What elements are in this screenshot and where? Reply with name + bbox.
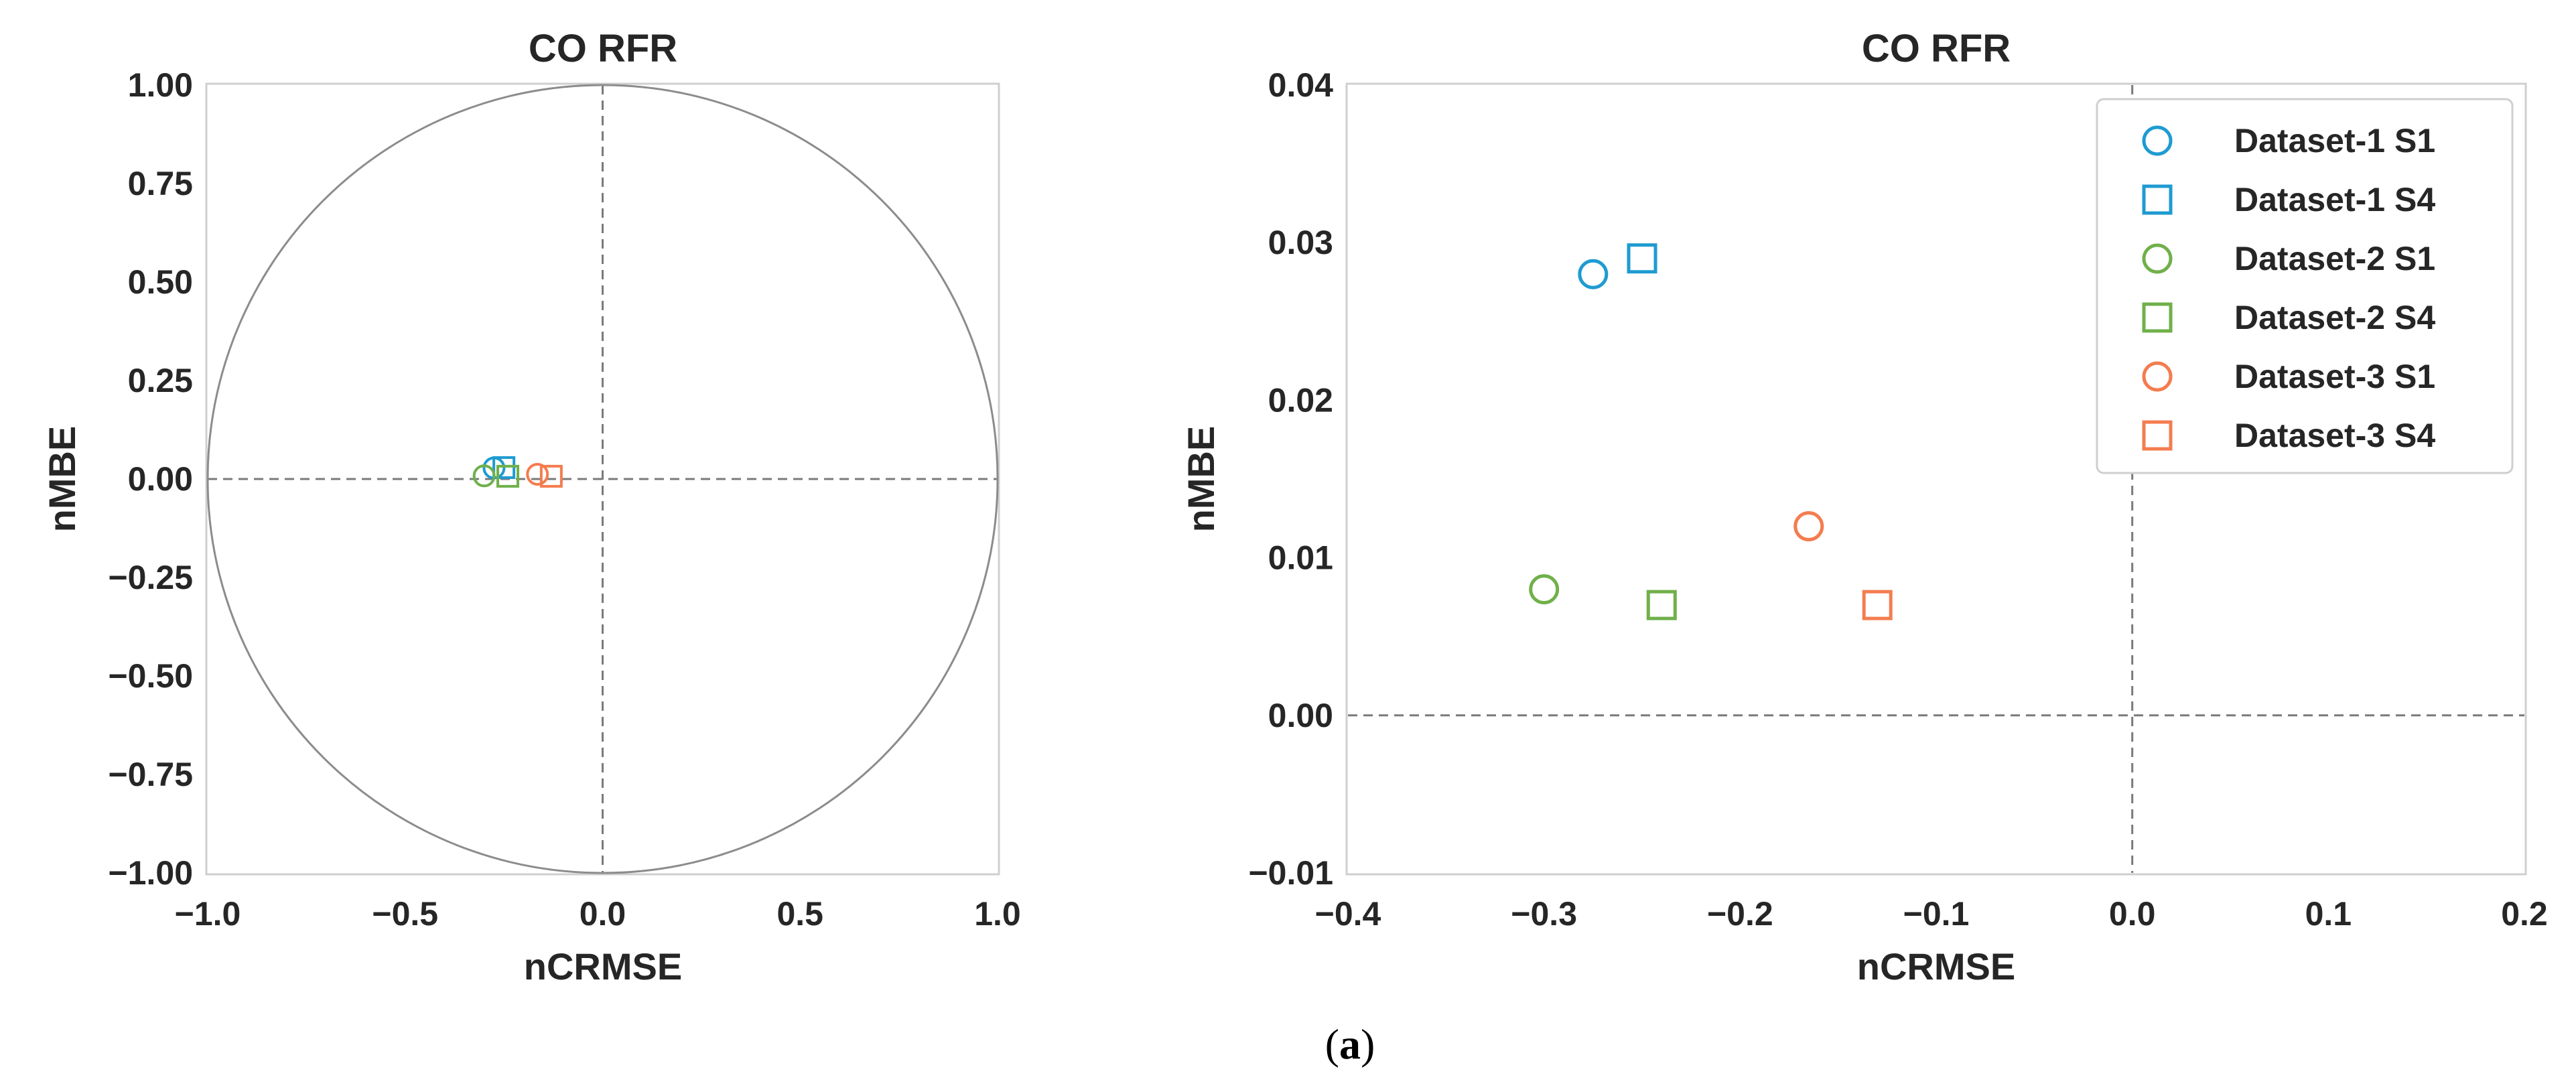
caption-close-paren: ): [1361, 1020, 1375, 1068]
left-x-axis-label: nCRMSE: [524, 945, 682, 988]
right-y-tick-label: 0.01: [1268, 539, 1333, 577]
left-y-tick-label: 0.00: [128, 460, 193, 498]
right-point-dataset-3-s1: [1793, 511, 1824, 542]
right-point-dataset-2-s1: [1529, 574, 1560, 605]
legend-label: Dataset-1 S1: [2234, 122, 2435, 159]
right-x-ticks: −0.4 −0.3 −0.2 −0.1 0.0 0.1 0.2: [1315, 895, 2548, 933]
left-point-dataset-3-s4: [539, 464, 563, 488]
legend-marker-circle: [2142, 125, 2173, 156]
legend-label: Dataset-2 S4: [2234, 299, 2435, 336]
right-y-tick-label: −0.01: [1248, 854, 1333, 892]
left-point-dataset-1-s4: [492, 456, 516, 479]
left-y-tick-label: 0.75: [128, 165, 193, 202]
legend-label: Dataset-1 S4: [2234, 181, 2435, 218]
legend: Dataset-1 S1 Dataset-1 S4 Dataset-2 S1 Data…: [2096, 98, 2514, 474]
right-y-tick-label: 0.02: [1268, 381, 1333, 419]
left-unit-circle: [206, 84, 999, 874]
left-x-tick-label: 0.0: [580, 895, 626, 933]
left-chart-panel: CO RFR nCRMSE nMBE −1.0 −0.5 0.0 0.5 1.0 1.0…: [41, 27, 1021, 988]
left-x-tick-label: 1.0: [974, 895, 1021, 933]
legend-label: Dataset-3 S4: [2234, 417, 2435, 454]
right-y-ticks: 0.04 0.03 0.02 0.01 0.00 −0.01: [1248, 66, 1333, 892]
left-x-tick-label: 0.5: [776, 895, 823, 933]
left-point-dataset-3-s1: [526, 462, 549, 486]
right-x-tick-label: −0.2: [1707, 895, 1773, 933]
left-y-tick-label: 0.50: [128, 263, 193, 301]
left-y-tick-label: −0.75: [108, 756, 193, 793]
left-marks: [206, 84, 999, 874]
right-y-tick-label: 0.04: [1268, 66, 1334, 104]
legend-marker-square: [2142, 184, 2173, 215]
caption-open-paren: (: [1325, 1020, 1339, 1068]
left-plot-area-frame: [205, 82, 1000, 876]
right-point-dataset-2-s4: [1646, 590, 1677, 620]
right-chart-panel: CO RFR nCRMSE nMBE −0.4 −0.3 −0.2 −0.1 0.0 0.…: [1180, 27, 2548, 988]
left-x-tick-label: −0.5: [372, 895, 438, 933]
right-point-dataset-1-s1: [1578, 259, 1609, 289]
left-x-ticks: −1.0 −0.5 0.0 0.5 1.0: [175, 895, 1021, 933]
right-point-dataset-3-s4: [1862, 590, 1893, 620]
legend-marker-circle: [2142, 243, 2173, 274]
left-point-dataset-2-s4: [496, 464, 520, 488]
right-x-tick-label: −0.1: [1903, 895, 1970, 933]
right-chart-title: CO RFR: [1862, 27, 2011, 70]
legend-marker-square: [2142, 420, 2173, 451]
right-point-dataset-1-s4: [1627, 243, 1657, 274]
left-y-tick-label: −0.50: [108, 657, 193, 695]
right-y-tick-label: 0.00: [1268, 697, 1333, 734]
legend-frame: [2096, 98, 2514, 474]
right-y-axis-label: nMBE: [1180, 426, 1222, 533]
right-x-tick-label: −0.4: [1315, 895, 1381, 933]
right-y-tick-label: 0.03: [1268, 224, 1333, 261]
left-y-tick-label: 0.25: [128, 362, 193, 399]
right-plot-area-frame: [1345, 82, 2527, 876]
left-y-tick-label: −1.00: [108, 854, 193, 892]
left-y-tick-label: 1.00: [128, 66, 193, 104]
legend-label: Dataset-2 S1: [2234, 240, 2435, 277]
right-x-axis-label: nCRMSE: [1857, 945, 2015, 988]
right-x-tick-label: 0.1: [2305, 895, 2352, 933]
caption-letter: a: [1339, 1020, 1361, 1068]
left-x-tick-label: −1.0: [175, 895, 241, 933]
left-y-axis-label: nMBE: [41, 426, 83, 533]
figure-caption: (a): [1325, 1020, 1375, 1068]
right-x-tick-label: 0.2: [2501, 895, 2548, 933]
right-x-tick-label: −0.3: [1511, 895, 1577, 933]
right-x-tick-label: 0.0: [2109, 895, 2156, 933]
left-point-dataset-2-s1: [472, 464, 496, 488]
legend-marker-square: [2142, 302, 2173, 333]
legend-label: Dataset-3 S1: [2234, 358, 2435, 395]
left-y-ticks: 1.00 0.75 0.50 0.25 0.00 −0.25 −0.50 −0.75 −1.00: [108, 66, 193, 892]
left-y-tick-label: −0.25: [108, 559, 193, 596]
left-chart-title: CO RFR: [529, 27, 677, 70]
legend-marker-circle: [2142, 361, 2173, 392]
